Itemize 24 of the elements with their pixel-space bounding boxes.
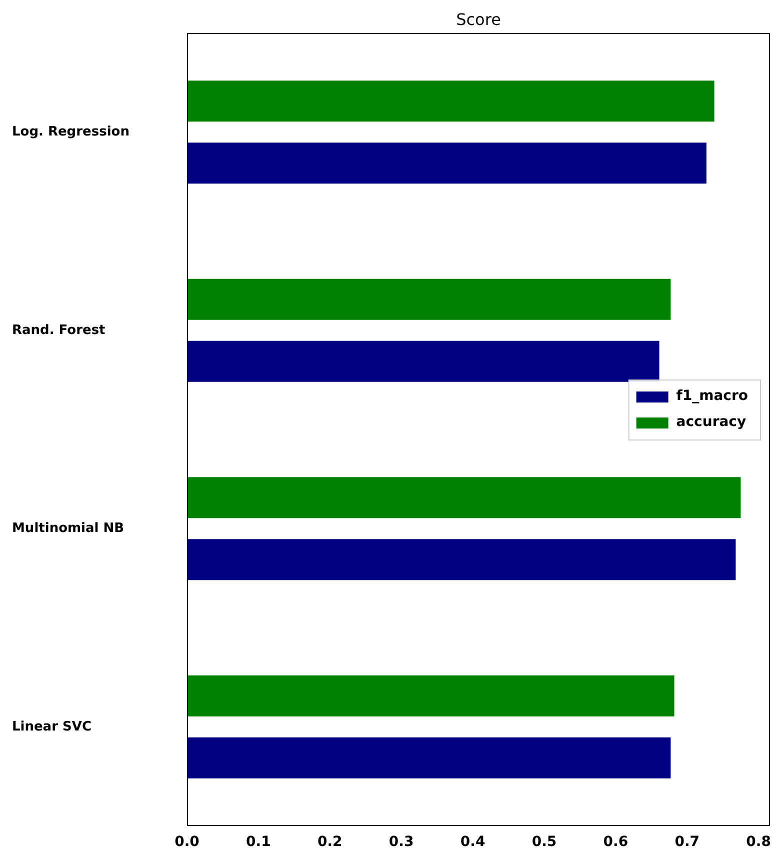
x-tick-label: 0.1 — [246, 834, 271, 850]
y-tick-label: Linear SVC — [12, 719, 92, 734]
bar — [187, 477, 741, 518]
bar — [187, 737, 671, 778]
x-tick-label: 0.6 — [603, 834, 628, 850]
chart-title: Score — [456, 10, 501, 30]
legend-label: f1_macro — [676, 388, 748, 404]
legend-label: accuracy — [676, 414, 746, 430]
bar — [187, 278, 671, 320]
y-tick-label: Multinomial NB — [12, 521, 124, 536]
y-tick-label: Log. Regression — [12, 124, 130, 140]
x-tick-label: 0.8 — [746, 834, 771, 850]
bar — [187, 675, 674, 716]
bar — [187, 142, 706, 184]
x-tick-label: 0.3 — [388, 834, 414, 850]
bar — [187, 80, 714, 122]
x-tick-label: 0.4 — [460, 834, 486, 850]
y-tick-label: Rand. Forest — [12, 322, 106, 338]
x-tick-label: 0.7 — [674, 834, 700, 850]
x-tick-label: 0.2 — [317, 834, 342, 850]
bar — [187, 539, 736, 580]
bar — [187, 340, 660, 382]
x-tick-label: 0.0 — [174, 834, 200, 850]
x-tick-label: 0.5 — [532, 834, 557, 850]
